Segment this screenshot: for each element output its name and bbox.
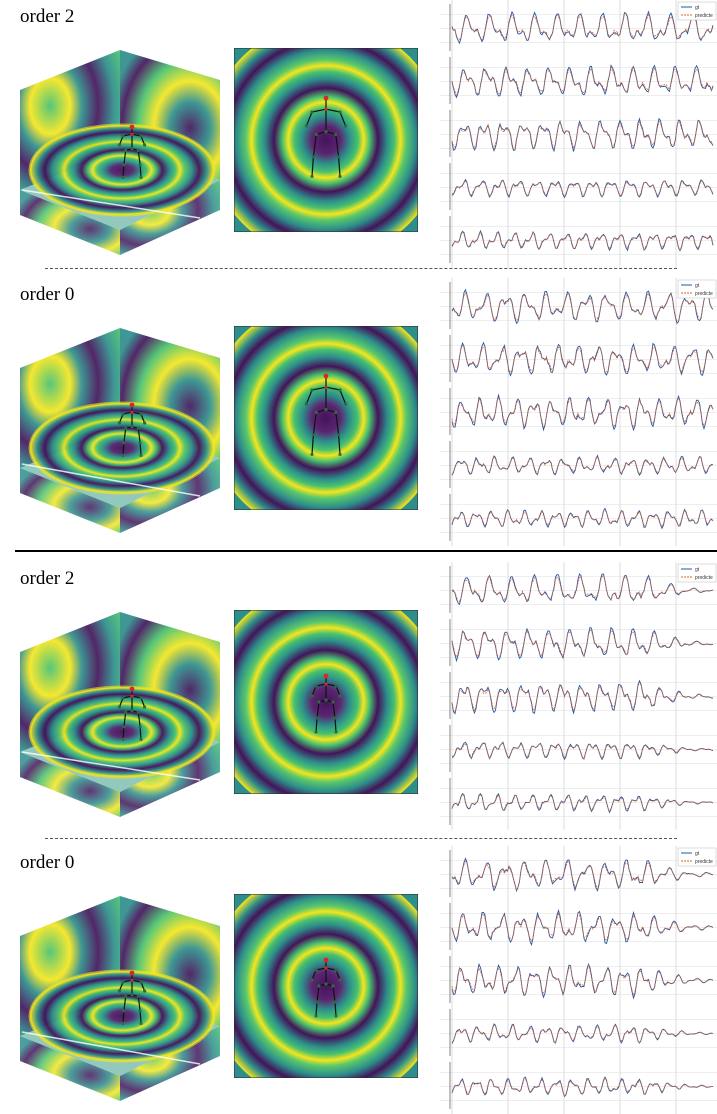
- cube-visualization: [20, 50, 220, 255]
- signal-row: [440, 778, 717, 825]
- legend-label: predicte: [695, 13, 713, 19]
- signal-row: [440, 956, 717, 1003]
- signal-plots: gt predicte: [440, 562, 717, 830]
- signal-row: [440, 619, 717, 666]
- legend-label: predicte: [695, 575, 713, 581]
- legend-label: gt: [695, 567, 700, 573]
- panel-label: order 2: [20, 6, 75, 27]
- signal-row: [440, 163, 717, 210]
- skeleton-figure: [310, 957, 342, 1018]
- legend-label: gt: [695, 851, 700, 857]
- signal-row: [440, 335, 717, 382]
- signal-row: [440, 725, 717, 772]
- top-view-visualization: [234, 610, 418, 794]
- panel-2: order 0 gt predicte: [0, 278, 717, 546]
- cube-visualization: [20, 328, 220, 533]
- signal-row: [440, 494, 717, 541]
- plot-legend: gt predicte: [677, 279, 717, 299]
- top-view-visualization: [234, 48, 418, 232]
- signal-row: [440, 4, 717, 51]
- plot-legend: gt predicte: [677, 1, 717, 21]
- legend-label: gt: [695, 283, 700, 289]
- legend-label: gt: [695, 5, 700, 11]
- signal-row: [440, 57, 717, 104]
- top-view-visualization: [234, 326, 418, 510]
- signal-row: [440, 216, 717, 263]
- panel-1: order 2 gt predicte: [0, 0, 717, 268]
- panel-label: order 0: [20, 852, 75, 873]
- signal-row: [440, 1062, 717, 1109]
- skeleton-figure: [310, 673, 342, 734]
- skeleton-figure: [117, 124, 147, 179]
- dashed-divider: [45, 268, 677, 269]
- signal-row: [440, 441, 717, 488]
- dashed-divider: [45, 838, 677, 839]
- solid-divider: [15, 550, 717, 552]
- skeleton-figure: [304, 95, 348, 178]
- skeleton-figure: [117, 686, 147, 741]
- signal-row: [440, 388, 717, 435]
- signal-plots: gt predicte: [440, 278, 717, 546]
- signal-row: [440, 903, 717, 950]
- signal-row: [440, 672, 717, 719]
- plot-legend: gt predicte: [677, 563, 717, 583]
- cube-visualization: [20, 612, 220, 817]
- top-view-visualization: [234, 894, 418, 1078]
- signal-row: [440, 110, 717, 157]
- signal-row: [440, 282, 717, 329]
- plot-legend: gt predicte: [677, 847, 717, 867]
- signal-plots: gt predicte: [440, 0, 717, 268]
- signal-plots: gt predicte: [440, 846, 717, 1114]
- cube-visualization: [20, 896, 220, 1101]
- skeleton-figure: [117, 402, 147, 457]
- signal-row: [440, 850, 717, 897]
- panel-3: order 2 gt predicte: [0, 562, 717, 830]
- panel-4: order 0 gt predicte: [0, 846, 717, 1114]
- signal-row: [440, 1009, 717, 1056]
- legend-label: predicte: [695, 859, 713, 865]
- panel-label: order 0: [20, 284, 75, 305]
- skeleton-figure: [117, 970, 147, 1025]
- signal-row: [440, 566, 717, 613]
- skeleton-figure: [304, 373, 348, 456]
- panel-label: order 2: [20, 568, 75, 589]
- legend-label: predicte: [695, 291, 713, 297]
